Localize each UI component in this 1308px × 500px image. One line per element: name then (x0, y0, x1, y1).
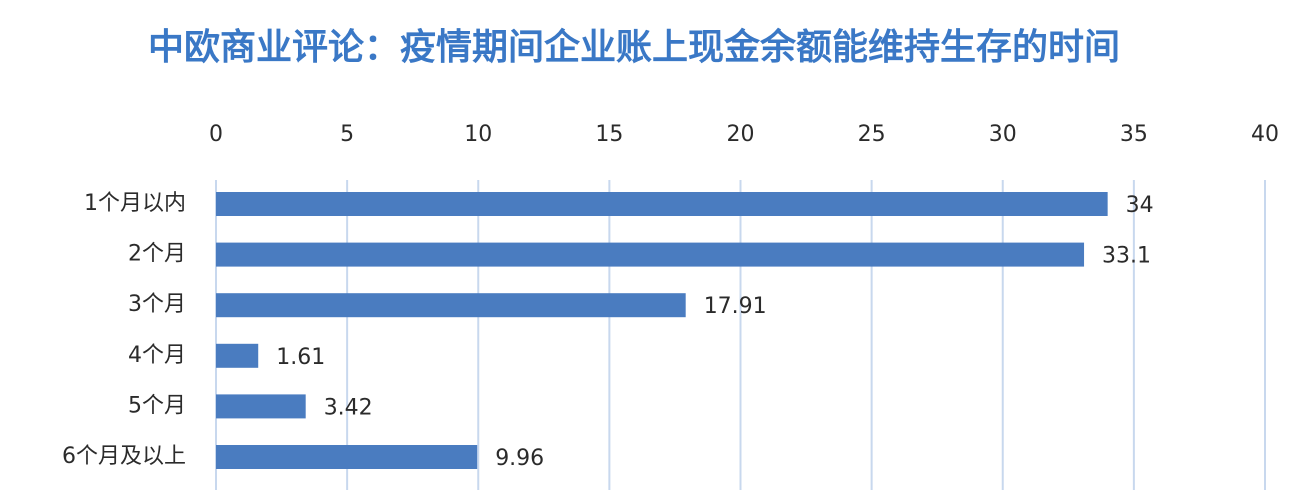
value-label: 3.42 (324, 395, 373, 420)
x-tick-label: 40 (1251, 122, 1279, 147)
x-tick-label: 5 (340, 122, 354, 147)
x-tick-label: 25 (858, 122, 886, 147)
value-label: 17.91 (704, 294, 767, 319)
bar (216, 445, 478, 469)
y-tick-label: 4个月 (128, 343, 186, 368)
x-tick-label: 20 (727, 122, 755, 147)
bar (216, 242, 1085, 267)
x-tick-label: 30 (989, 122, 1017, 147)
y-tick-label: 3个月 (128, 292, 186, 317)
chart-title: 中欧商业评论：疫情期间企业账上现金余额能维持生存的时间 (148, 26, 1120, 68)
x-tick-label: 0 (209, 122, 223, 147)
value-label: 1.61 (276, 345, 325, 370)
x-tick-label: 10 (464, 122, 492, 147)
value-label: 9.96 (495, 446, 544, 471)
bar (216, 343, 259, 368)
x-tick-label: 35 (1120, 122, 1148, 147)
bar (216, 293, 686, 318)
value-label: 34 (1126, 193, 1154, 218)
bar (216, 192, 1108, 216)
y-tick-label: 6个月及以上 (62, 444, 186, 469)
value-label: 33.1 (1102, 244, 1151, 269)
y-tick-label: 2个月 (128, 242, 186, 267)
y-tick-label: 5个月 (128, 393, 186, 418)
bar (216, 394, 306, 419)
x-tick-label: 15 (595, 122, 623, 147)
y-tick-label: 1个月以内 (84, 191, 186, 216)
